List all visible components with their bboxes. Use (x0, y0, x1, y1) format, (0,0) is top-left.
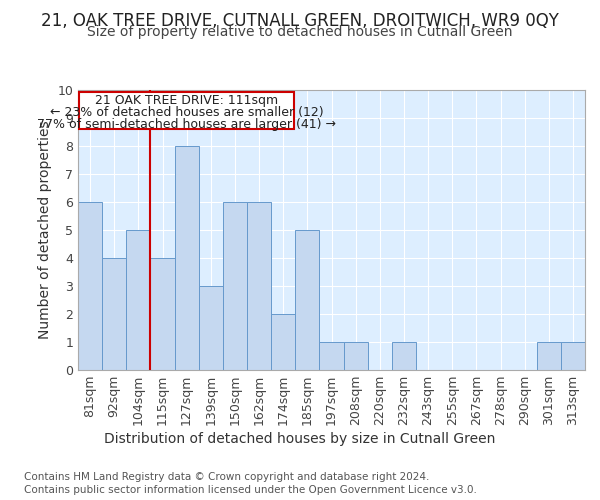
Bar (295, 230, 319, 370)
FancyBboxPatch shape (79, 92, 294, 128)
Text: 21, OAK TREE DRIVE, CUTNALL GREEN, DROITWICH, WR9 0QY: 21, OAK TREE DRIVE, CUTNALL GREEN, DROIT… (41, 12, 559, 30)
Bar (247, 202, 271, 370)
Bar (102, 258, 126, 370)
Bar (199, 286, 223, 370)
Text: Distribution of detached houses by size in Cutnall Green: Distribution of detached houses by size … (104, 432, 496, 446)
Bar (561, 342, 585, 370)
Text: 77% of semi-detached houses are larger (41) →: 77% of semi-detached houses are larger (… (37, 118, 336, 131)
Bar (392, 342, 416, 370)
Bar (126, 230, 151, 370)
Y-axis label: Number of detached properties: Number of detached properties (38, 120, 52, 340)
Text: ← 23% of detached houses are smaller (12): ← 23% of detached houses are smaller (12… (50, 106, 323, 119)
Text: Contains HM Land Registry data © Crown copyright and database right 2024.: Contains HM Land Registry data © Crown c… (24, 472, 430, 482)
Bar (223, 202, 247, 370)
Bar (344, 342, 368, 370)
Bar (319, 342, 344, 370)
Text: Size of property relative to detached houses in Cutnall Green: Size of property relative to detached ho… (87, 25, 513, 39)
Text: Contains public sector information licensed under the Open Government Licence v3: Contains public sector information licen… (24, 485, 477, 495)
Bar (537, 342, 561, 370)
Bar (271, 314, 295, 370)
Bar (151, 258, 175, 370)
Text: 21 OAK TREE DRIVE: 111sqm: 21 OAK TREE DRIVE: 111sqm (95, 94, 278, 108)
Bar (175, 146, 199, 370)
Bar (78, 202, 102, 370)
